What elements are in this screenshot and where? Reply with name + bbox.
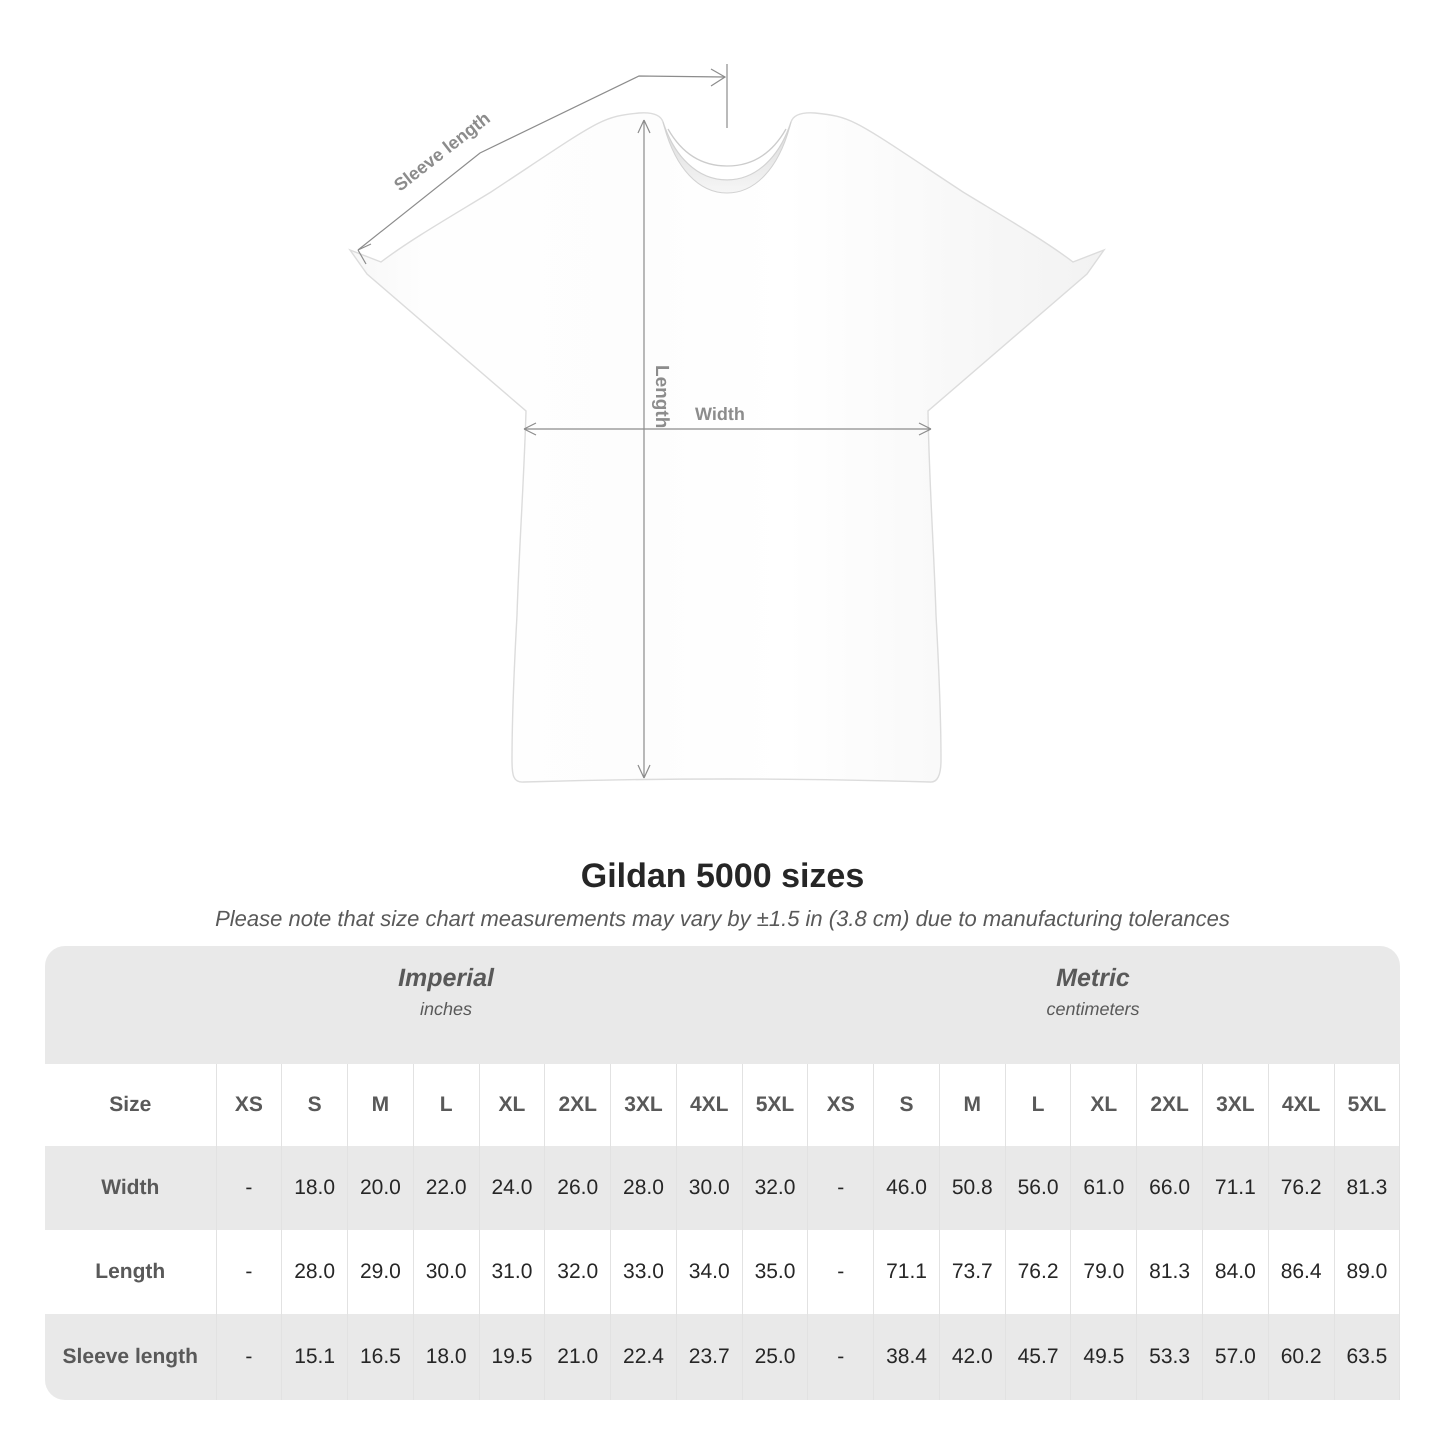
svg-text:Width: Width (695, 404, 745, 424)
svg-text:Length: Length (651, 365, 672, 428)
svg-text:Sleeve length: Sleeve length (390, 108, 494, 195)
